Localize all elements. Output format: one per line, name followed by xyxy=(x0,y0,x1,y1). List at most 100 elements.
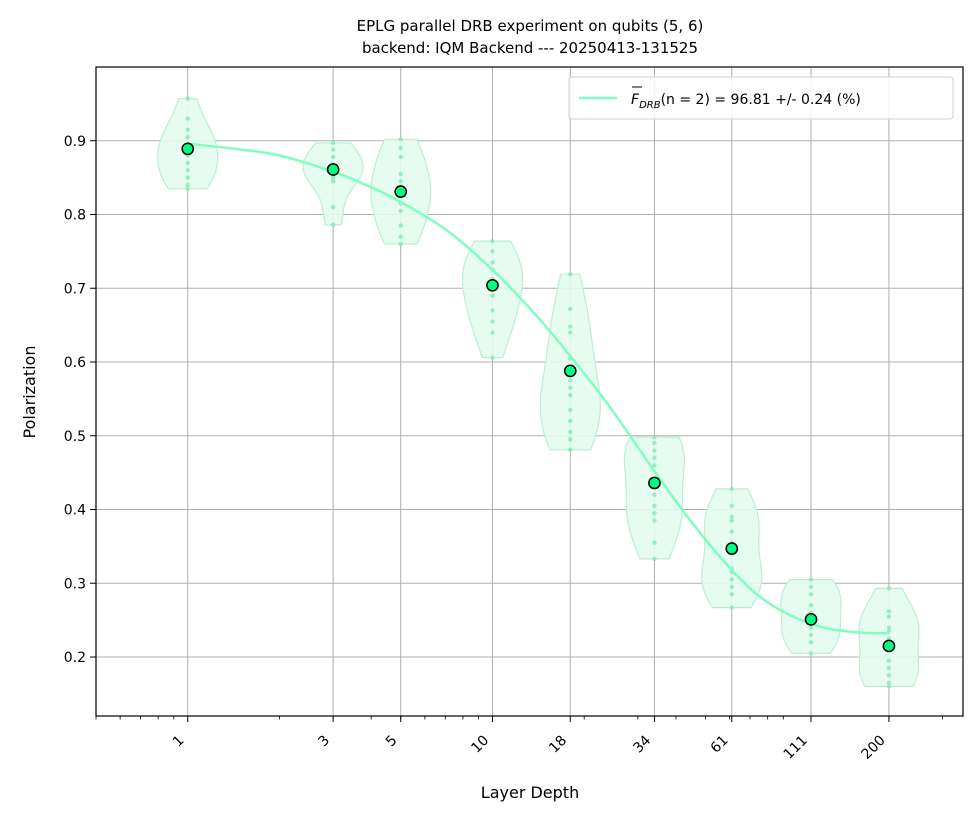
sample-point xyxy=(568,447,573,452)
sample-point xyxy=(886,586,892,591)
sample-point xyxy=(490,319,495,324)
sample-point xyxy=(398,223,403,228)
y-tick-label: 0.5 xyxy=(64,429,86,445)
sample-point xyxy=(886,614,892,619)
sample-point xyxy=(398,234,403,239)
sample-point xyxy=(398,171,403,177)
sample-point xyxy=(185,182,190,188)
sample-point xyxy=(185,116,190,121)
sample-point xyxy=(652,435,657,440)
y-tick-label: 0.3 xyxy=(64,576,86,592)
mean-marker xyxy=(181,142,195,156)
legend-label: FDRB(n = 2) = 96.81 +/- 0.24 (%) xyxy=(631,92,861,111)
sample-point xyxy=(568,407,573,413)
sample-point xyxy=(729,605,734,610)
sample-point xyxy=(568,437,573,442)
sample-point xyxy=(808,584,814,590)
mean-marker xyxy=(804,613,818,626)
plot-frame xyxy=(95,66,964,717)
sample-point xyxy=(398,179,403,184)
sample-point xyxy=(398,208,403,214)
sample-point xyxy=(808,651,814,656)
sample-point xyxy=(185,160,190,166)
sample-point xyxy=(729,584,734,590)
mean-markers xyxy=(181,142,896,653)
y-tick-label: 0.7 xyxy=(64,281,86,297)
sample-point xyxy=(808,640,814,645)
x-axis-label: Layer Depth xyxy=(481,783,579,802)
y-tick-label: 0.8 xyxy=(64,208,86,224)
sample-point xyxy=(185,175,190,180)
sample-point xyxy=(808,625,814,630)
sample-point xyxy=(490,355,495,360)
sample-point xyxy=(330,154,336,160)
sample-point xyxy=(490,293,495,298)
sample-point xyxy=(729,514,734,520)
sample-point xyxy=(490,330,495,335)
sample-point xyxy=(729,577,734,582)
sample-point xyxy=(330,147,336,152)
sample-point xyxy=(398,145,403,151)
sample-point xyxy=(398,241,403,247)
sample-point xyxy=(652,440,657,446)
sample-point xyxy=(568,392,573,398)
grid-lines xyxy=(96,67,963,716)
legend-box xyxy=(568,76,954,120)
sample-point xyxy=(398,154,403,160)
sample-point xyxy=(185,96,190,101)
sample-point xyxy=(568,324,573,329)
sample-point xyxy=(652,455,657,461)
y-axis-ticks: 0.2 0.3 0.4 0.5 0.6 0.7 0.8 0.9 xyxy=(64,134,96,666)
legend-label-args: (n = 2) xyxy=(661,92,710,108)
mean-marker xyxy=(563,364,577,378)
sample-point xyxy=(652,503,657,509)
sample-point xyxy=(808,577,814,582)
sample-point xyxy=(185,134,190,140)
sample-point xyxy=(886,673,892,678)
sample-point xyxy=(652,448,657,453)
sample-point xyxy=(185,168,190,173)
sample-point xyxy=(729,529,734,534)
sample-point xyxy=(652,463,657,468)
mean-marker xyxy=(882,639,896,653)
sample-point xyxy=(568,330,573,335)
y-tick-label: 0.6 xyxy=(64,355,86,371)
sample-point xyxy=(808,603,814,608)
sample-point xyxy=(330,204,336,210)
chart-title-line-2: backend: IQM Backend --- 20250413-131525 xyxy=(362,39,698,57)
legend-label-subscript: DRB xyxy=(639,100,661,111)
sample-point xyxy=(729,592,734,597)
sample-point xyxy=(886,680,892,686)
legend-label-symbol: F xyxy=(631,92,640,108)
chart-title-line-1: EPLG parallel DRB experiment on qubits (… xyxy=(357,17,704,35)
y-axis-label: Polarization xyxy=(20,346,39,439)
sample-point xyxy=(568,306,573,312)
sample-point xyxy=(568,378,573,383)
sample-point xyxy=(886,609,892,614)
sample-point xyxy=(568,272,573,277)
mean-marker xyxy=(648,476,661,490)
mean-marker xyxy=(394,185,408,198)
sample-point xyxy=(886,665,892,671)
violin-shape xyxy=(302,142,364,226)
sample-point xyxy=(652,518,657,523)
violin-shape xyxy=(461,240,524,359)
sample-point xyxy=(886,636,892,641)
sample-point xyxy=(652,510,657,516)
sample-point xyxy=(886,625,892,630)
y-tick-label: 0.2 xyxy=(64,650,86,666)
sample-point xyxy=(652,492,657,497)
sample-point xyxy=(729,518,734,523)
sample-point xyxy=(568,429,573,435)
legend: FDRB(n = 2) = 96.81 +/- 0.24 (%) xyxy=(568,76,954,120)
sample-point xyxy=(652,556,657,562)
mean-marker xyxy=(725,542,739,555)
sample-point xyxy=(185,186,190,191)
sample-point xyxy=(729,503,734,509)
sample-point xyxy=(330,175,336,180)
sample-point xyxy=(886,658,892,663)
sample-point xyxy=(330,179,336,184)
sample-point xyxy=(490,238,495,244)
